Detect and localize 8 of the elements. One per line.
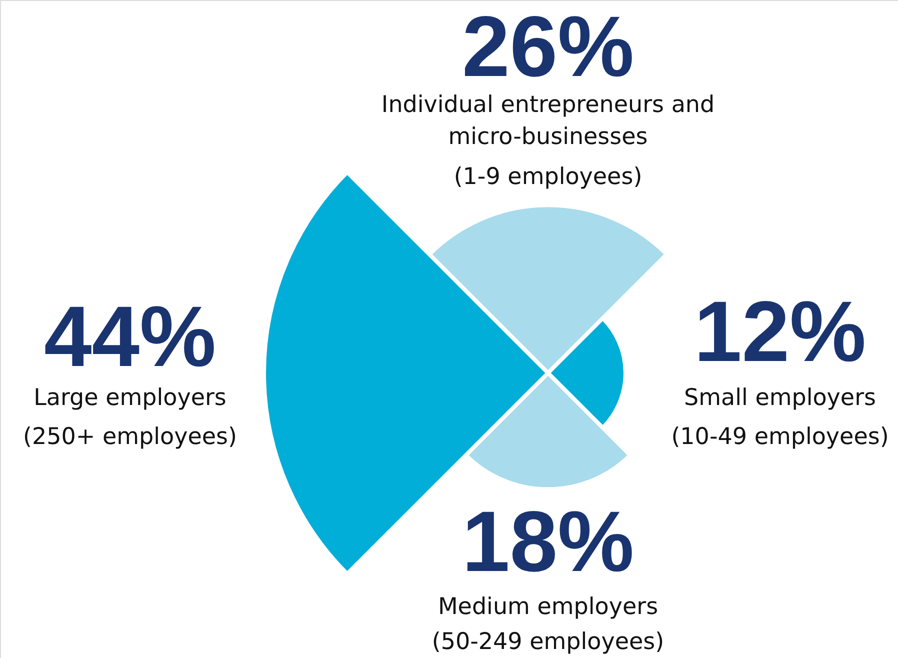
category-label: Small employers (10-49 employees) (671, 385, 889, 450)
data-label: 12% (694, 284, 866, 380)
data-label: 18% (462, 494, 634, 590)
data-label: 44% (44, 289, 216, 385)
data-label: 26% (462, 0, 634, 95)
category-label: Individual entrepreneurs and micro-businesses (1-9 employees) (381, 92, 715, 190)
category-label: Medium employers (50-249 employees) (432, 594, 664, 655)
category-label: Large employers (250+ employees) (23, 385, 237, 450)
